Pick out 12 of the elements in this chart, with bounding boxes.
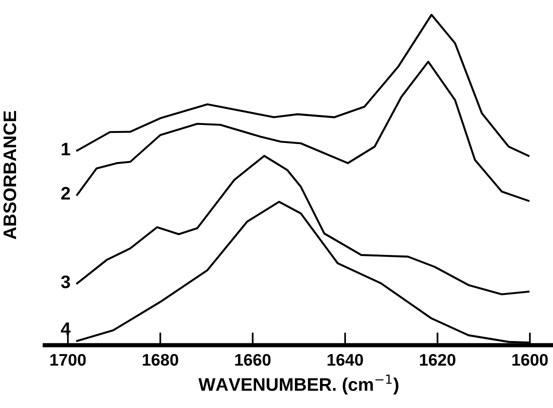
series-label: 4 <box>60 322 71 335</box>
x-tick-label: 1640 <box>328 354 363 366</box>
x-tick-label: 1600 <box>512 354 548 366</box>
x-tick-label: 1620 <box>420 354 456 366</box>
x-tick-label: 1680 <box>142 354 178 366</box>
x-tick-label: 1700 <box>50 354 86 366</box>
series-label: 2 <box>61 186 70 200</box>
x-axis-title: WAVENUMBER. (cm$^{−1}$) <box>198 374 398 394</box>
y-axis-title: ABSORBANCE <box>3 111 16 240</box>
series-label: 3 <box>61 275 70 288</box>
series-label: 1 <box>62 142 70 156</box>
x-tick-label: 1660 <box>235 354 271 366</box>
